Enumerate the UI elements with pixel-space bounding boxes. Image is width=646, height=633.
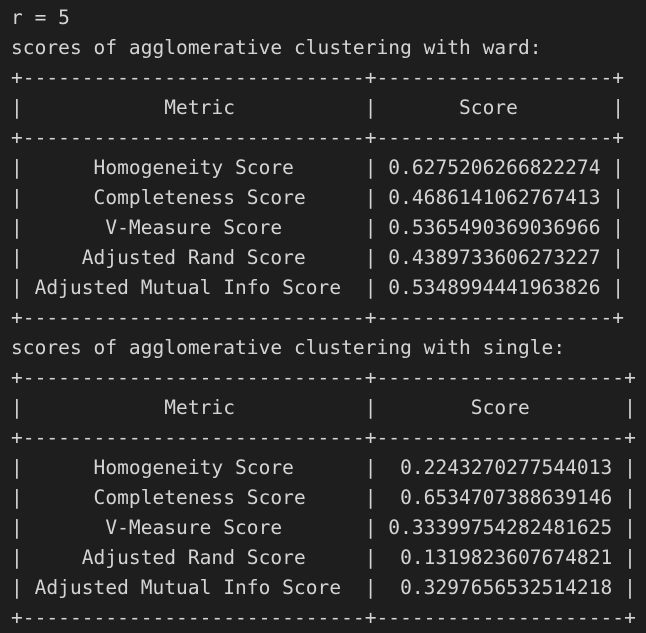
table-border: +-----------------------------+---------… [11,306,625,329]
table-border: +-----------------------------+---------… [11,66,625,89]
table-row: | Adjusted Rand Score | 0.43897336062732… [11,246,625,269]
table-row: | Homogeneity Score | 0.2243270277544013… [11,456,636,479]
table-row: | Adjusted Rand Score | 0.13198236076748… [11,546,636,569]
table-row: | V-Measure Score | 0.5365490369036966 | [11,216,625,239]
table-header-row: | Metric | Score | [11,96,625,119]
table-border: +-----------------------------+---------… [11,426,636,449]
table-row: | Adjusted Mutual Info Score | 0.3297656… [11,576,636,599]
table-row: | V-Measure Score | 0.33399754282481625 … [11,516,636,539]
ward-heading: scores of agglomerative clustering with … [11,36,542,59]
table-border: +-----------------------------+---------… [11,366,636,389]
param-line: r = 5 [11,6,70,29]
table-row: | Homogeneity Score | 0.6275206266822274… [11,156,625,179]
table-header-row: | Metric | Score | [11,396,636,419]
table-row: | Completeness Score | 0.468614106276741… [11,186,625,209]
table-row: | Completeness Score | 0.653470738863914… [11,486,636,509]
terminal-output: r = 5 scores of agglomerative clustering … [11,3,636,633]
table-border: +-----------------------------+---------… [11,606,636,629]
table-border: +-----------------------------+---------… [11,126,625,149]
table-row: | Adjusted Mutual Info Score | 0.5348994… [11,276,625,299]
single-heading: scores of agglomerative clustering with … [11,336,566,359]
